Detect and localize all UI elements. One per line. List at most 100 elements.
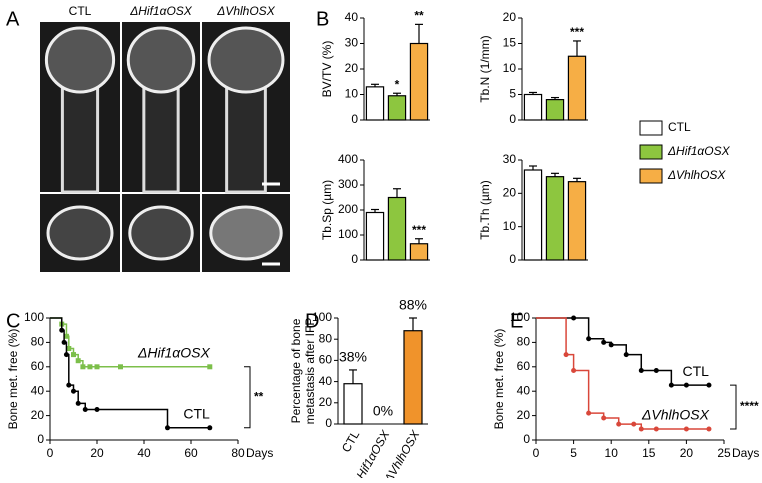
y-tick-label: 10 bbox=[345, 87, 359, 101]
censor-point bbox=[616, 421, 622, 427]
y-tick-label: 200 bbox=[338, 202, 358, 216]
y-tick-label: 0 bbox=[509, 112, 516, 126]
image-label: CTL bbox=[69, 4, 92, 18]
bar bbox=[387, 196, 407, 261]
bar bbox=[365, 211, 385, 261]
x-tick-label: 0 bbox=[533, 446, 540, 460]
panel-letter: A bbox=[6, 8, 20, 30]
y-tick-label: 20 bbox=[345, 61, 359, 75]
censor-point bbox=[638, 426, 644, 432]
panel-letter: B bbox=[316, 8, 329, 30]
y-tick-label: 30 bbox=[345, 36, 359, 50]
significance: *** bbox=[412, 223, 426, 237]
significance: * bbox=[395, 77, 400, 91]
censor-point bbox=[631, 421, 637, 427]
censor-point bbox=[66, 382, 72, 388]
x-axis-label: Days bbox=[246, 446, 273, 460]
bar bbox=[545, 176, 565, 261]
y-axis-label: Tb.Th (µm) bbox=[478, 180, 492, 240]
censor-point bbox=[638, 367, 644, 373]
censor-point bbox=[71, 352, 76, 358]
censor-point bbox=[82, 407, 88, 412]
y-tick-label: 60 bbox=[319, 353, 333, 367]
x-tick-label: 15 bbox=[642, 446, 656, 460]
censor-point bbox=[118, 364, 123, 370]
y-tick-label: 20 bbox=[503, 186, 517, 200]
censor-point bbox=[706, 382, 712, 388]
bar bbox=[523, 169, 543, 261]
x-tick-label: 60 bbox=[184, 446, 198, 460]
x-tick-label: 25 bbox=[717, 446, 731, 460]
y-tick-label: 400 bbox=[338, 152, 358, 166]
image-label: ΔVhlhOSX bbox=[216, 4, 275, 18]
y-tick-label: 300 bbox=[338, 177, 358, 191]
series-label: CTL bbox=[683, 363, 710, 379]
y-tick-label: 40 bbox=[319, 374, 333, 388]
y-tick-label: 0 bbox=[351, 252, 358, 266]
censor-point bbox=[63, 352, 69, 358]
censor-point bbox=[586, 336, 592, 342]
legend-swatch bbox=[639, 144, 663, 160]
censor-point bbox=[207, 364, 213, 370]
legend-swatch bbox=[639, 120, 663, 136]
y-tick-label: 20 bbox=[503, 10, 517, 24]
significance: ** bbox=[254, 389, 264, 403]
censor-point bbox=[668, 382, 674, 388]
x-tick-label: 0 bbox=[47, 446, 54, 460]
y-tick-label: 5 bbox=[509, 87, 516, 101]
significance: *** bbox=[570, 25, 584, 39]
x-tick-label: 80 bbox=[231, 446, 245, 460]
bar bbox=[523, 93, 543, 121]
bar bbox=[409, 42, 429, 121]
value-label: 38% bbox=[339, 349, 367, 365]
x-tick-label: 10 bbox=[605, 446, 619, 460]
censor-point bbox=[94, 364, 100, 370]
bar bbox=[545, 98, 565, 121]
censor-point bbox=[683, 382, 689, 388]
series-label: CTL bbox=[183, 406, 210, 422]
bone-head bbox=[207, 26, 285, 94]
censor-point bbox=[61, 339, 67, 345]
y-tick-label: 0 bbox=[351, 112, 358, 126]
y-axis-label: Bone met. free (%) bbox=[492, 329, 506, 430]
significance: ** bbox=[414, 9, 424, 23]
x-tick-label: CTL bbox=[339, 428, 363, 455]
cross-section bbox=[46, 205, 114, 261]
censor-point bbox=[75, 400, 81, 406]
value-label: 88% bbox=[399, 297, 427, 313]
y-tick-label: 0 bbox=[37, 432, 44, 446]
y-tick-label: 20 bbox=[319, 395, 333, 409]
survival-line bbox=[536, 317, 709, 386]
y-axis-label: Bone met. free (%) bbox=[6, 329, 20, 430]
bar bbox=[409, 243, 429, 261]
bar bbox=[387, 95, 407, 121]
legend-swatch bbox=[639, 168, 663, 184]
y-tick-label: 40 bbox=[517, 383, 531, 397]
significance: **** bbox=[740, 399, 759, 413]
censor-point bbox=[71, 388, 76, 394]
censor-point bbox=[653, 367, 659, 373]
bone-head bbox=[44, 26, 116, 94]
cross-section bbox=[128, 205, 194, 261]
y-tick-label: 40 bbox=[31, 383, 45, 397]
censor-point bbox=[66, 346, 72, 351]
y-tick-label: 80 bbox=[319, 331, 333, 345]
censor-point bbox=[623, 352, 629, 358]
y-tick-label: 40 bbox=[345, 10, 359, 24]
legend-label: CTL bbox=[668, 120, 691, 134]
y-tick-label: 80 bbox=[517, 335, 531, 349]
y-tick-label: 60 bbox=[517, 359, 531, 373]
censor-point bbox=[706, 426, 712, 432]
y-tick-label: 15 bbox=[503, 36, 517, 50]
y-tick-label: 60 bbox=[31, 359, 45, 373]
censor-point bbox=[601, 415, 607, 421]
y-tick-label: 100 bbox=[338, 227, 358, 241]
bar bbox=[365, 86, 385, 121]
censor-point bbox=[586, 410, 592, 416]
bone-head bbox=[126, 26, 196, 94]
censor-point bbox=[571, 367, 577, 373]
y-tick-label: 10 bbox=[503, 219, 517, 233]
censor-point bbox=[683, 426, 689, 432]
y-tick-label: 10 bbox=[503, 61, 517, 75]
censor-point bbox=[94, 407, 100, 412]
